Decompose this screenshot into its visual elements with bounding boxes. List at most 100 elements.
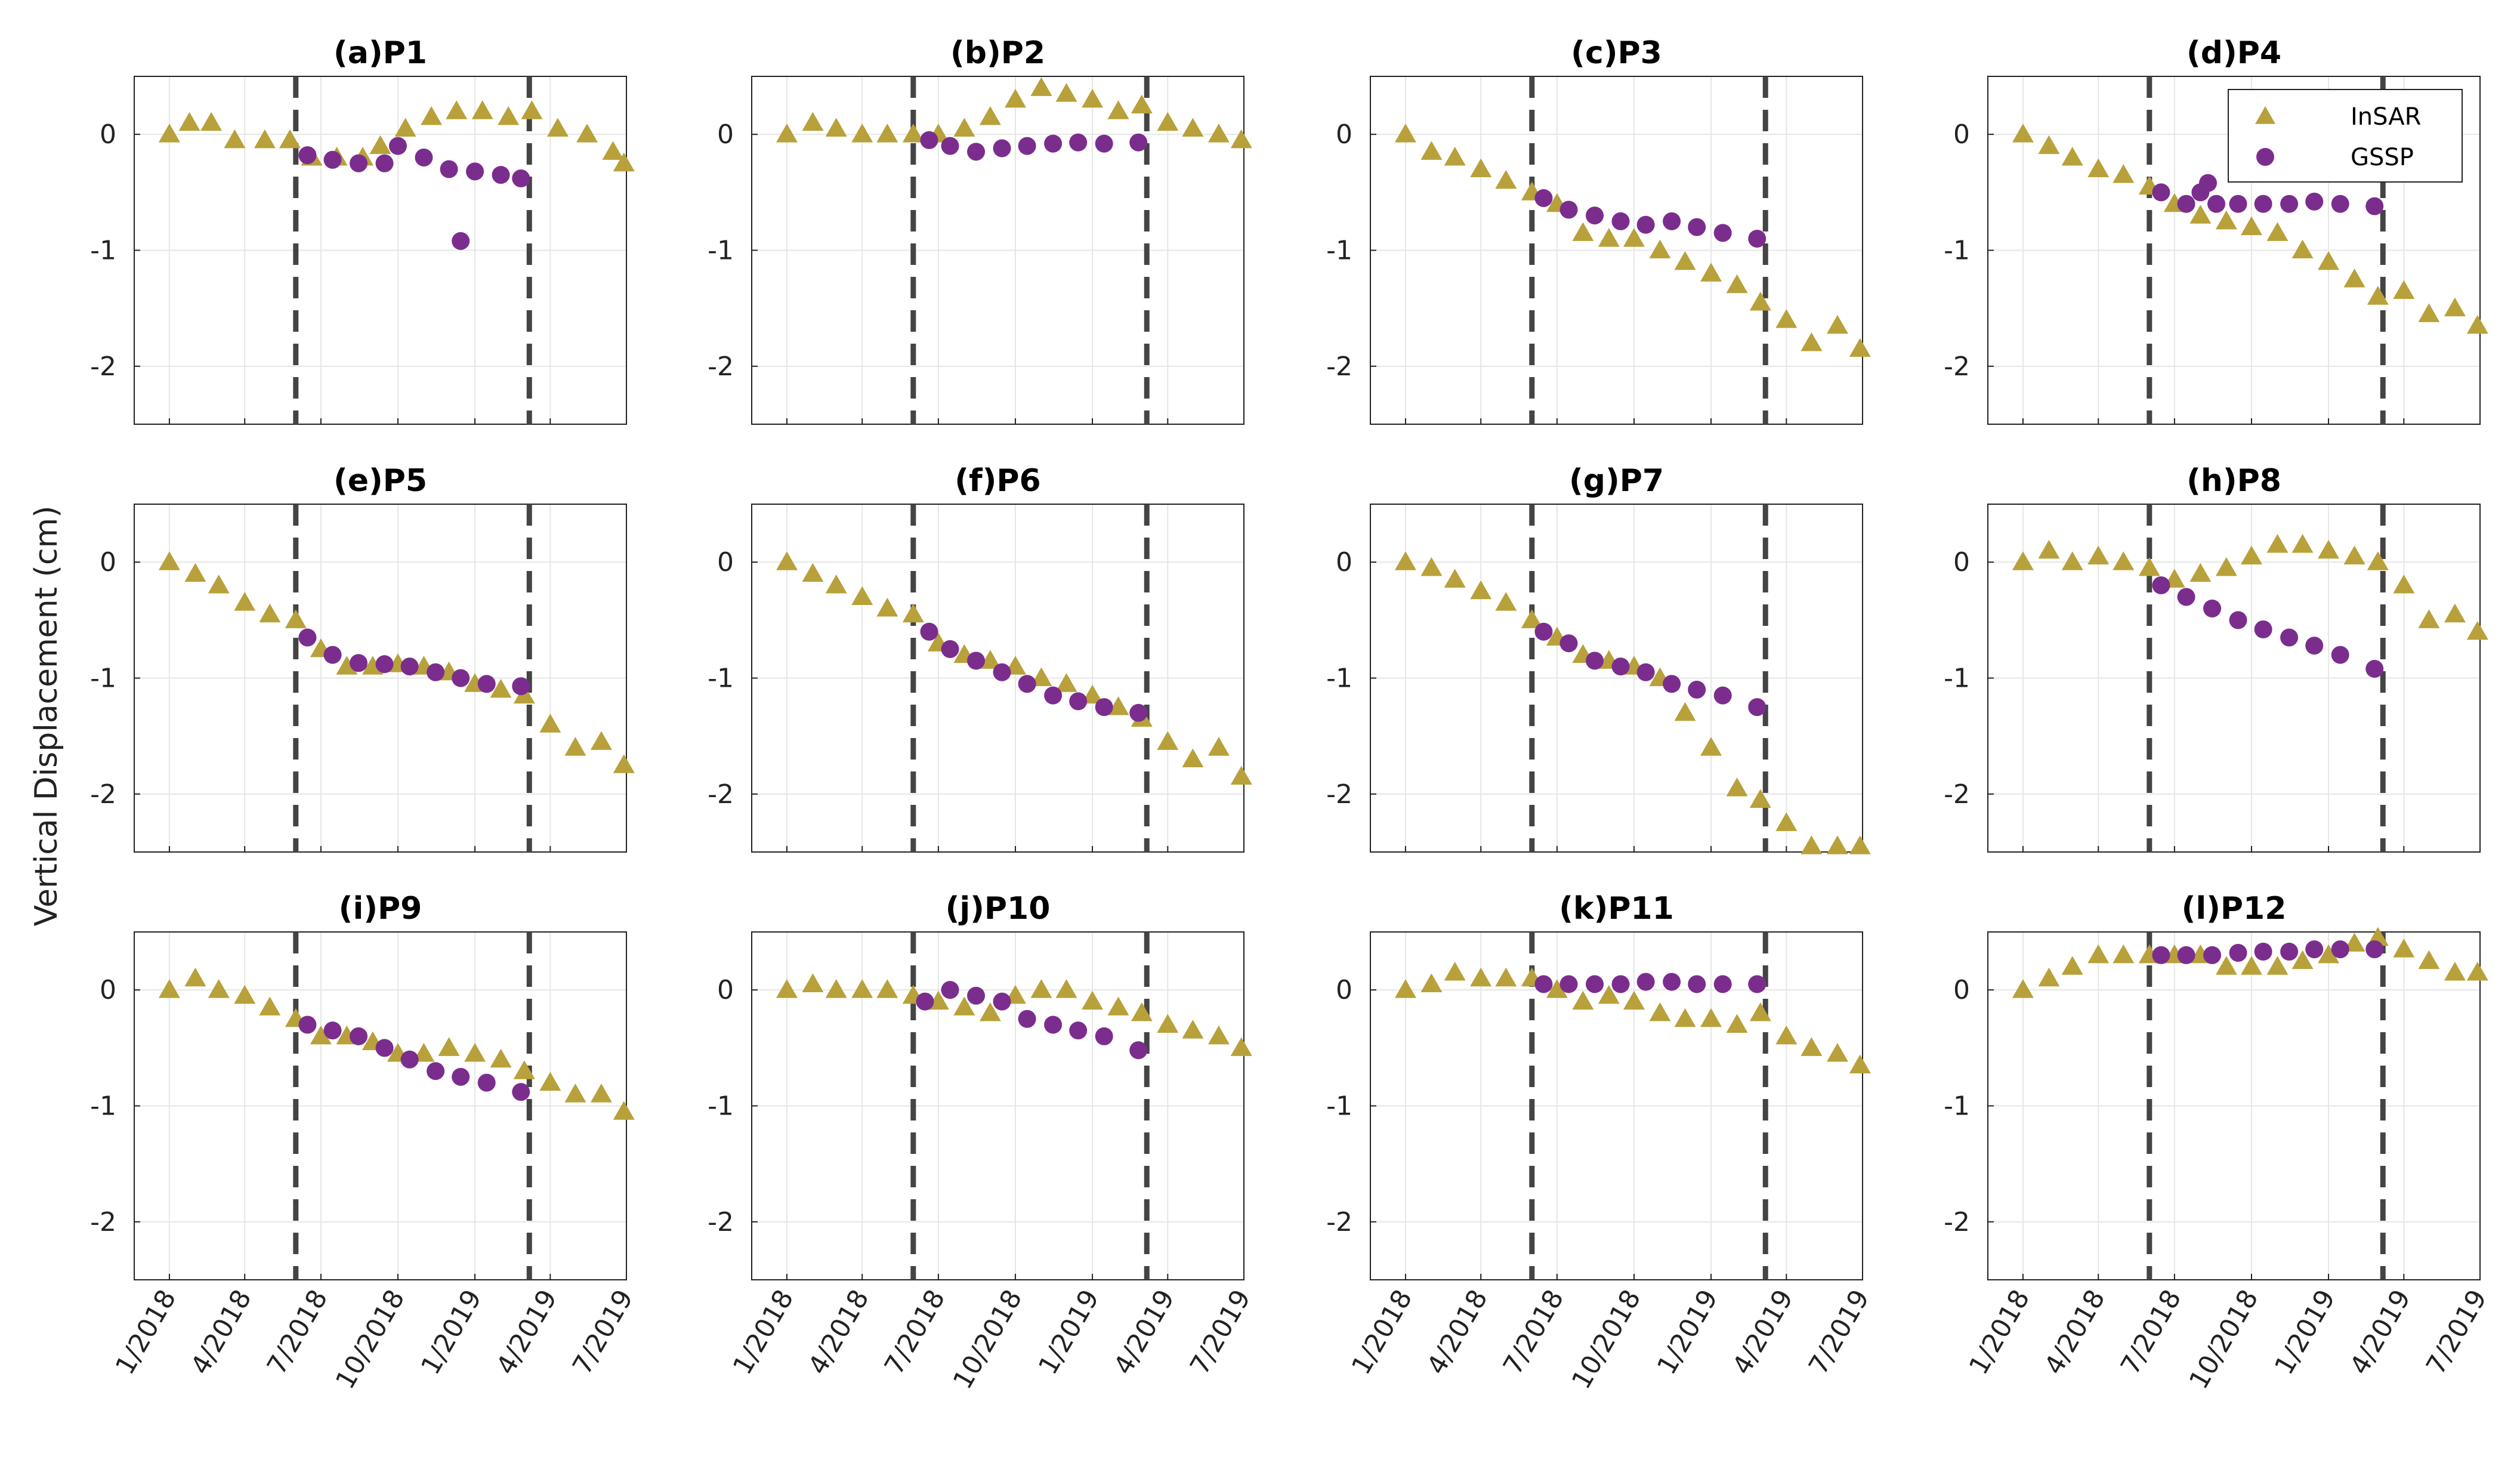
insar-point — [1572, 990, 1594, 1010]
gssp-point — [2199, 174, 2218, 192]
x-tick-label: 1/2019 — [2269, 1285, 2342, 1380]
insar-point — [1157, 731, 1179, 750]
y-tick-label: -1 — [1944, 663, 1970, 694]
gssp-point — [298, 1015, 317, 1034]
gssp-point — [967, 986, 986, 1005]
insar-point — [1801, 1037, 1823, 1056]
gssp-point — [1044, 134, 1063, 153]
gssp-point — [2305, 940, 2324, 959]
insar-point — [2189, 205, 2212, 224]
insar-point — [2215, 557, 2237, 576]
y-tick-label: -1 — [90, 236, 116, 266]
insar-point — [208, 979, 230, 998]
y-tick-label: 0 — [1336, 975, 1352, 1005]
insar-point — [158, 551, 180, 570]
panel-title: (c)P3 — [1571, 35, 1662, 71]
x-tick-label: 10/2018 — [2184, 1285, 2265, 1394]
insar-point — [1749, 1002, 1771, 1021]
insar-point — [902, 603, 924, 623]
panel-title: (j)P10 — [946, 891, 1051, 927]
insar-point — [369, 135, 391, 155]
gssp-point — [323, 1021, 342, 1040]
insar-point — [1826, 314, 1848, 334]
insar-point — [613, 152, 635, 172]
gssp-point — [452, 1067, 470, 1086]
gssp-point — [1748, 698, 1767, 717]
y-tick-label: -2 — [90, 779, 116, 810]
gssp-point — [427, 1062, 445, 1081]
gssp-point — [2229, 195, 2247, 213]
insar-point — [446, 100, 468, 119]
insar-point — [1394, 551, 1416, 570]
insar-point — [158, 979, 180, 998]
insar-point — [1030, 979, 1052, 998]
insar-point — [1700, 737, 1722, 756]
gssp-point — [1636, 973, 1655, 991]
y-tick-label: -1 — [1944, 236, 1970, 266]
gssp-point — [375, 154, 394, 172]
insar-point — [2444, 603, 2466, 623]
gssp-point — [1095, 134, 1113, 153]
gssp-point — [2254, 620, 2272, 638]
gssp-point — [375, 1039, 394, 1057]
panel-1: 0 -1 -2 (a)P1 — [90, 35, 635, 425]
gssp-point — [492, 166, 510, 184]
insar-point — [234, 592, 256, 611]
panel-title: (l)P12 — [2182, 891, 2287, 927]
insar-point — [2444, 962, 2466, 981]
gssp-point — [1748, 975, 1767, 993]
insar-point — [1495, 169, 1517, 189]
insar-point — [2418, 609, 2440, 628]
x-tick-label: 7/2018 — [261, 1285, 334, 1380]
insar-point — [590, 731, 612, 750]
x-tick-label: 1/2018 — [1346, 1285, 1419, 1380]
gssp-point — [350, 654, 368, 672]
insar-point — [1055, 83, 1077, 102]
gssp-point — [400, 657, 419, 676]
x-tick-label: 1/2019 — [1651, 1285, 1724, 1380]
x-tick-label: 10/2018 — [330, 1285, 411, 1394]
insar-point — [2215, 210, 2237, 230]
insar-point — [2012, 979, 2034, 998]
insar-point — [802, 563, 824, 582]
y-tick-label: 0 — [1953, 547, 1970, 578]
insar-point — [1082, 990, 1104, 1010]
insar-point — [490, 1048, 512, 1068]
gssp-point — [2177, 195, 2195, 213]
x-tick-label: 4/2018 — [185, 1285, 258, 1380]
insar-point — [902, 124, 924, 143]
insar-point — [2240, 956, 2262, 975]
gssp-point — [1018, 1010, 1036, 1028]
insar-point — [1230, 129, 1252, 149]
insar-point — [2012, 124, 2034, 143]
insar-point — [1470, 158, 1492, 177]
gssp-point — [2365, 940, 2384, 959]
gssp-point — [415, 149, 433, 167]
insar-point — [2113, 944, 2135, 964]
panels: 0 -1 -2 (a)P1 0 -1 -2 (b)P2 0 -1 -2 (c)P3 0 -1 -2 (d)P4… — [90, 35, 2493, 1394]
y-tick-label: 0 — [100, 975, 116, 1005]
x-tick-label: 4/2018 — [802, 1285, 875, 1380]
insar-point — [1030, 77, 1052, 96]
gssp-point — [1129, 1041, 1148, 1060]
x-tick-label: 7/2019 — [2420, 1285, 2493, 1380]
panel-title: (f)P6 — [955, 463, 1040, 499]
insar-point — [2061, 551, 2083, 570]
insar-point — [2138, 557, 2160, 576]
insar-point — [1674, 251, 1696, 270]
gssp-point — [993, 992, 1011, 1011]
gssp-point — [1663, 973, 1681, 991]
x-tick-label: 7/2019 — [1803, 1285, 1876, 1380]
y-tick-label: -1 — [90, 663, 116, 694]
insar-point — [1182, 118, 1204, 137]
insar-point — [1444, 569, 1466, 588]
y-tick-label: -1 — [708, 663, 734, 694]
insar-point — [2343, 933, 2365, 952]
gssp-point — [2152, 946, 2170, 964]
insar-point — [602, 141, 624, 160]
insar-point — [2466, 962, 2488, 981]
gssp-point — [920, 131, 938, 149]
